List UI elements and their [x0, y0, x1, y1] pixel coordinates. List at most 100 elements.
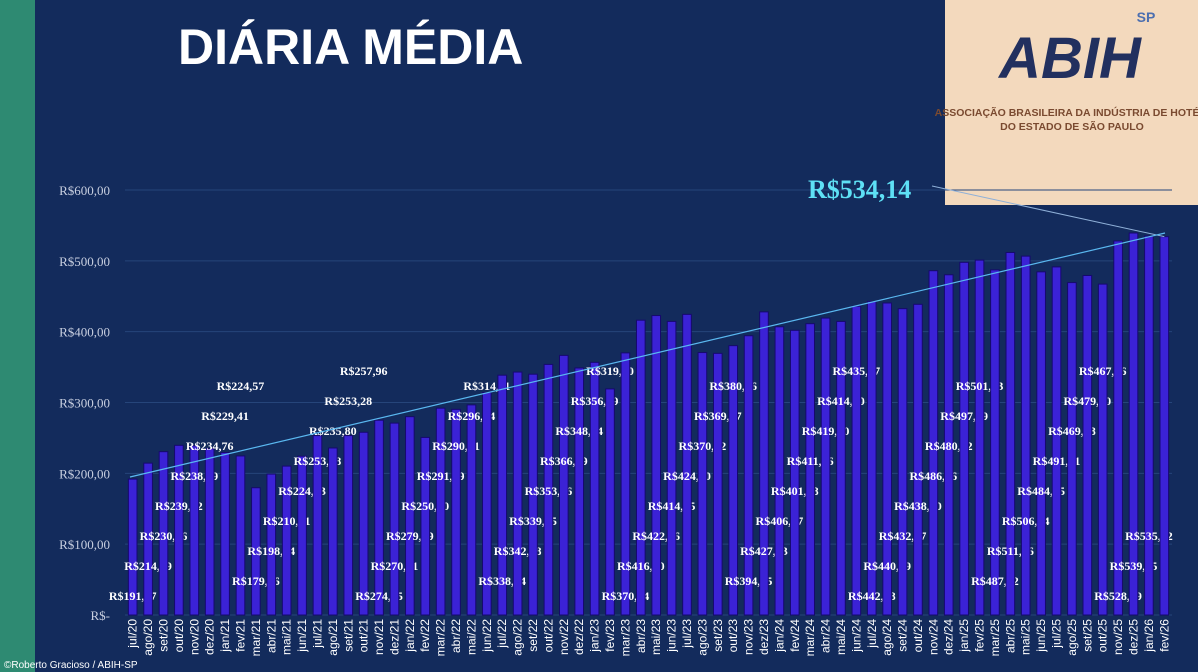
- x-tick-label: jul/21: [310, 619, 324, 649]
- bar: [1020, 255, 1031, 616]
- y-tick-label: R$100,00: [59, 537, 110, 552]
- bar: [605, 388, 615, 616]
- bar: [743, 335, 754, 616]
- bar: [943, 274, 954, 616]
- x-tick-label: nov/25: [1111, 619, 1125, 655]
- bar: [143, 462, 153, 616]
- bar: [266, 473, 277, 616]
- plot: R$- R$100,00 R$200,00 R$300,00 R$400,00 R$500…: [59, 175, 1173, 656]
- bar: [281, 465, 292, 616]
- x-tick-label: fev/26: [1157, 619, 1171, 652]
- bar: [789, 329, 800, 616]
- x-tick-label: jan/24: [772, 619, 786, 653]
- x-tick-label: mar/23: [618, 619, 632, 657]
- x-tick-label: mar/21: [249, 619, 263, 657]
- bar: [312, 435, 323, 616]
- bar: [528, 373, 538, 616]
- bar: [1144, 235, 1154, 616]
- bar: [851, 305, 862, 616]
- x-tick-label: out/25: [1096, 619, 1110, 653]
- bar: [559, 354, 569, 616]
- callout-line: [931, 185, 1165, 238]
- bar: [374, 419, 384, 616]
- x-tick-label: dez/20: [203, 619, 217, 655]
- x-tick-label: set/23: [711, 619, 725, 652]
- bar: [543, 363, 554, 616]
- x-tick-label: mar/24: [803, 619, 817, 657]
- x-tick-label: abr/25: [1003, 619, 1017, 653]
- x-tick-label: mai/22: [464, 619, 478, 655]
- x-tick-label: set/20: [156, 619, 170, 652]
- y-tick-label: R$500,00: [59, 254, 110, 269]
- x-tick-label: ago/20: [141, 619, 155, 656]
- bar: [897, 308, 908, 616]
- x-tick-label: abr/21: [264, 619, 278, 653]
- bar: [497, 374, 508, 616]
- x-tick-label: abr/24: [819, 619, 833, 653]
- x-tick-label: fev/21: [233, 619, 247, 652]
- bar: [466, 404, 477, 616]
- x-tick-label: jul/24: [865, 619, 879, 649]
- x-tick-label: jul/22: [495, 619, 509, 649]
- bar: [866, 300, 877, 616]
- bar: [682, 313, 692, 616]
- side-stripe: [0, 0, 35, 672]
- x-tick-label: dez/25: [1127, 619, 1141, 655]
- x-tick-label: mar/25: [988, 619, 1002, 657]
- bar: [697, 352, 708, 616]
- x-tick-label: out/24: [911, 619, 925, 653]
- x-tick-label: out/21: [357, 619, 371, 653]
- bar: [512, 371, 523, 616]
- x-tick-label: ago/21: [326, 619, 340, 656]
- x-tick-label: jan/25: [957, 619, 971, 653]
- data-label: R$235,80: [309, 424, 357, 438]
- x-tick-label: out/22: [541, 619, 555, 653]
- trend-line: [129, 232, 1166, 478]
- bar: [220, 452, 230, 616]
- x-tick-label: dez/24: [942, 619, 956, 655]
- bar: [589, 361, 600, 616]
- data-label: R$257,96: [340, 364, 388, 378]
- bar: [666, 320, 677, 616]
- x-tick-label: ago/23: [695, 619, 709, 656]
- x-tick-label: fev/23: [603, 619, 617, 652]
- x-tick-label: jun/23: [665, 619, 679, 653]
- x-tick-label: jan/21: [218, 619, 232, 653]
- x-tick-label: dez/23: [757, 619, 771, 655]
- y-tick-label: R$200,00: [59, 466, 110, 481]
- y-tick-label: R$-: [91, 608, 111, 623]
- bar: [774, 326, 785, 616]
- x-tick-label: jul/23: [680, 619, 694, 649]
- bar: [435, 407, 446, 616]
- bar: [174, 444, 184, 616]
- x-tick-label: jul/20: [126, 619, 140, 649]
- x-tick-label: ago/24: [880, 619, 894, 656]
- bar: [820, 317, 831, 616]
- bar: [127, 478, 138, 616]
- logo-line: DO ESTADO DE SÃO PAULO: [1000, 120, 1144, 133]
- x-tick-label: dez/22: [572, 619, 586, 655]
- bar: [728, 345, 738, 616]
- x-tick-label: jan/22: [403, 619, 417, 653]
- bar: [251, 487, 261, 616]
- bar: [805, 323, 815, 616]
- bar: [990, 269, 1000, 616]
- bar: [651, 315, 662, 616]
- x-tick-label: nov/20: [187, 619, 201, 655]
- bar: [974, 259, 985, 616]
- bar: [913, 303, 923, 616]
- x-tick-label: set/25: [1080, 619, 1094, 652]
- bar: [1082, 274, 1093, 616]
- x-tick-label: mai/23: [649, 619, 663, 655]
- x-tick-label: fev/24: [788, 619, 802, 652]
- bar: [1128, 232, 1139, 616]
- x-tick-label: jul/25: [1050, 619, 1064, 649]
- x-tick-label: dez/21: [387, 619, 401, 655]
- x-tick-label: nov/21: [372, 619, 386, 655]
- x-tick-label: set/21: [341, 619, 355, 652]
- x-tick-label: fev/25: [973, 619, 987, 652]
- x-tick-label: out/23: [726, 619, 740, 653]
- bar: [712, 352, 723, 616]
- bar: [158, 451, 169, 616]
